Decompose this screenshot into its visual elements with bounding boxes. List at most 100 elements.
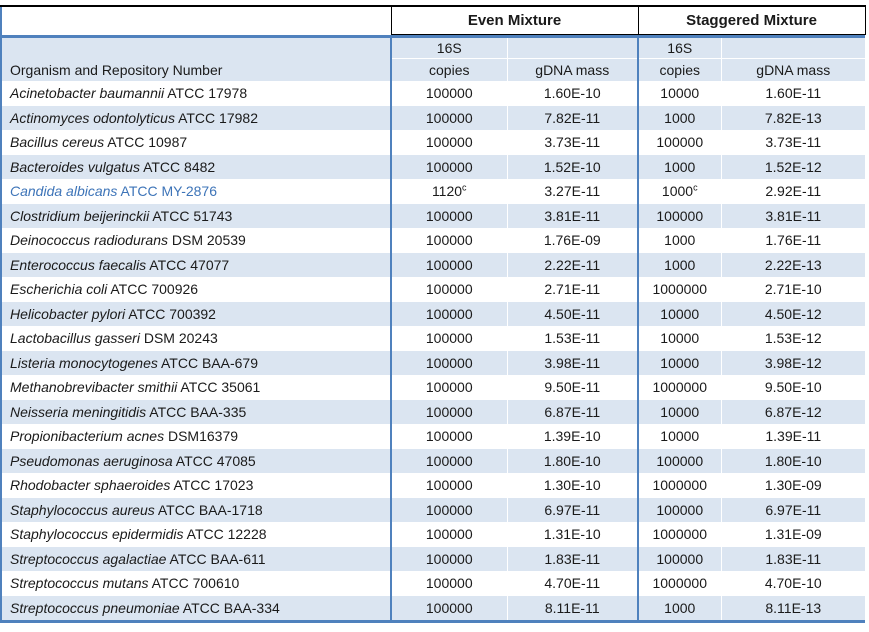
table-row: Staphylococcus aureus ATCC BAA-1718 1000…	[1, 497, 865, 522]
organism-name: Neisseria meningitidis	[10, 403, 147, 420]
staggered-copies-cell: 100000	[637, 130, 721, 155]
even-gdna-cell: 8.11E-11	[506, 595, 638, 622]
organism-cell: Escherichia coli ATCC 700926	[1, 277, 391, 302]
even-copies-cell: 100000	[390, 375, 507, 400]
even-copies-cell: 100000	[390, 326, 507, 351]
even-gdna-cell: 2.71E-11	[506, 277, 638, 302]
organism-name: Streptococcus mutans	[10, 575, 149, 592]
staggered-gdna-cell: 1.80E-10	[720, 448, 865, 473]
repository-number: ATCC 700392	[125, 305, 216, 322]
repository-number: DSM 20243	[139, 330, 218, 347]
repository-number: ATCC 10987	[104, 134, 188, 151]
footnote-marker: c	[462, 182, 467, 193]
table-row: Acinetobacter baumannii ATCC 17978 10000…	[1, 81, 865, 106]
organism-name: Deinococcus radiodurans	[10, 232, 168, 249]
even-gdna-cell: 2.22E-11	[506, 252, 638, 277]
even-copies-cell: 100000	[390, 546, 507, 571]
organism-cell: Staphylococcus epidermidis ATCC 12228	[1, 522, 391, 547]
blank-cell	[720, 38, 865, 59]
subheader-row-1: 16S 16S	[1, 38, 865, 59]
staggered-gdna-cell: 1.52E-12	[720, 154, 865, 179]
even-copies-cell: 1120c	[390, 179, 507, 204]
staggered-gdna-cell: 1.31E-09	[720, 522, 865, 547]
organism-name: Lactobacillus gasseri	[10, 330, 140, 347]
organism-column-header: Organism and Repository Number	[1, 58, 391, 81]
organism-cell: Streptococcus pneumoniae ATCC BAA-334	[1, 595, 391, 622]
organism-name: Staphylococcus aureus	[10, 501, 155, 518]
staggered-gdna-cell: 3.73E-11	[720, 130, 865, 155]
staggered-gdna-cell: 1.30E-09	[720, 473, 865, 498]
repository-number: ATCC 700610	[148, 575, 240, 592]
staggered-gdna-header: gDNA mass	[720, 58, 865, 81]
organism-cell: Methanobrevibacter smithii ATCC 35061	[1, 375, 391, 400]
even-gdna-header: gDNA mass	[506, 58, 638, 81]
staggered-gdna-cell: 3.81E-11	[720, 203, 865, 228]
subheader-row-2: Organism and Repository Number copies gD…	[1, 58, 865, 81]
staggered-copies-cell: 10000	[637, 81, 721, 106]
table-row: Clostridium beijerinckii ATCC 51743 1000…	[1, 203, 865, 228]
staggered-copies-cell: 1000	[637, 105, 721, 130]
staggered-16s-label: 16S	[637, 38, 721, 59]
even-gdna-cell: 3.27E-11	[506, 179, 638, 204]
even-copies-cell: 100000	[390, 154, 507, 179]
organism-cell: Bacillus cereus ATCC 10987	[1, 130, 391, 155]
even-gdna-cell: 4.50E-11	[506, 301, 638, 326]
staggered-copies-cell: 1000000	[637, 571, 721, 596]
table-row: Neisseria meningitidis ATCC BAA-335 1000…	[1, 399, 865, 424]
staggered-gdna-cell: 8.11E-13	[720, 595, 865, 622]
even-copies-cell: 100000	[390, 301, 507, 326]
repository-number: DSM16379	[164, 428, 239, 445]
table-row: Escherichia coli ATCC 700926 100000 2.71…	[1, 277, 865, 302]
even-copies-header: copies	[390, 58, 507, 81]
staggered-copies-cell: 10000	[637, 424, 721, 449]
organism-name: Acinetobacter baumannii	[10, 85, 165, 102]
even-gdna-cell: 1.60E-10	[506, 81, 638, 106]
staggered-gdna-cell: 1.53E-12	[720, 326, 865, 351]
organism-name: Helicobacter pylori	[10, 305, 126, 322]
organism-name: Clostridium beijerinckii	[10, 207, 150, 224]
even-gdna-cell: 1.30E-10	[506, 473, 638, 498]
even-gdna-cell: 3.98E-11	[506, 350, 638, 375]
organism-name: Listeria monocytogenes	[10, 354, 158, 371]
blank-cell	[506, 38, 638, 59]
repository-number: ATCC 17978	[164, 85, 248, 102]
staggered-copies-cell: 1000	[637, 154, 721, 179]
even-gdna-cell: 6.87E-11	[506, 399, 638, 424]
repository-number: ATCC 47085	[172, 452, 256, 469]
repository-number: ATCC 17023	[170, 477, 254, 494]
organism-cell: Actinomyces odontolyticus ATCC 17982	[1, 105, 391, 130]
staggered-gdna-cell: 1.76E-11	[720, 228, 865, 253]
organism-cell: Rhodobacter sphaeroides ATCC 17023	[1, 473, 391, 498]
table-row: Pseudomonas aeruginosa ATCC 47085 100000…	[1, 448, 865, 473]
even-copies-cell: 100000	[390, 130, 507, 155]
organism-cell: Staphylococcus aureus ATCC BAA-1718	[1, 497, 391, 522]
staggered-copies-cell: 1000000	[637, 277, 721, 302]
table-row: Streptococcus agalactiae ATCC BAA-611 10…	[1, 546, 865, 571]
repository-number: ATCC BAA-335	[146, 403, 247, 420]
organism-name: Streptococcus agalactiae	[10, 550, 167, 567]
staggered-copies-cell: 1000c	[637, 179, 721, 204]
organism-cell: Propionibacterium acnes DSM16379	[1, 424, 391, 449]
table-row: Staphylococcus epidermidis ATCC 12228 10…	[1, 522, 865, 547]
staggered-gdna-cell: 1.83E-11	[720, 546, 865, 571]
even-copies-cell: 100000	[390, 228, 507, 253]
table-row: Methanobrevibacter smithii ATCC 35061 10…	[1, 375, 865, 400]
organism-name: Methanobrevibacter smithii	[10, 379, 178, 396]
organism-name: Escherichia coli	[10, 281, 108, 298]
organism-cell: Streptococcus mutans ATCC 700610	[1, 571, 391, 596]
staggered-gdna-cell: 4.50E-12	[720, 301, 865, 326]
even-gdna-cell: 7.82E-11	[506, 105, 638, 130]
even-copies-cell: 100000	[390, 252, 507, 277]
organism-cell: Acinetobacter baumannii ATCC 17978	[1, 81, 391, 106]
even-gdna-cell: 1.52E-10	[506, 154, 638, 179]
table-row: Lactobacillus gasseri DSM 20243 100000 1…	[1, 326, 865, 351]
organism-cell: Listeria monocytogenes ATCC BAA-679	[1, 350, 391, 375]
even-copies-cell: 100000	[390, 424, 507, 449]
group-header-row: Even Mixture Staggered Mixture	[1, 6, 866, 35]
staggered-gdna-cell: 4.70E-10	[720, 571, 865, 596]
table-row: Helicobacter pylori ATCC 700392 100000 4…	[1, 301, 865, 326]
repository-number: ATCC BAA-334	[179, 599, 280, 616]
even-gdna-cell: 6.97E-11	[506, 497, 638, 522]
staggered-copies-cell: 1000	[637, 228, 721, 253]
